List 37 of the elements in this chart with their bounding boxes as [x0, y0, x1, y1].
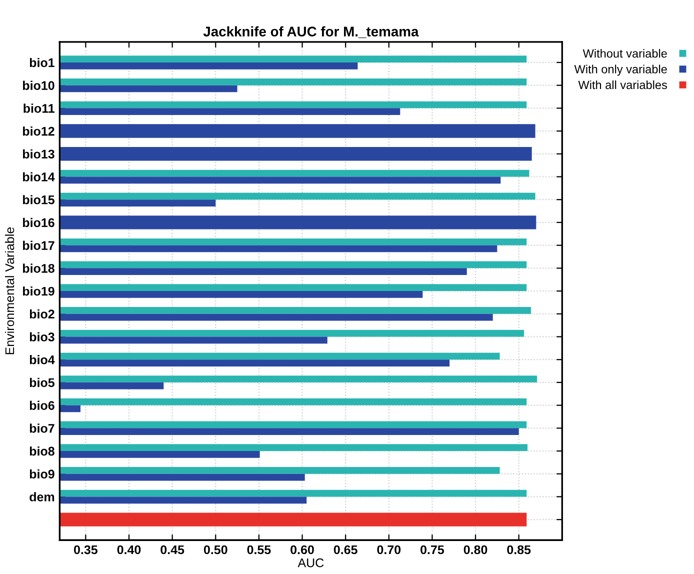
y-tick-label: bio16 [23, 218, 54, 228]
y-tick-label: dem [30, 492, 54, 502]
y-tick-label: bio14 [23, 172, 55, 182]
x-tick-label: 0.75 [420, 545, 444, 554]
y-tick-label: bio15 [23, 195, 54, 204]
x-tick-label: 0.45 [160, 545, 184, 554]
chart-title: Jackknife of AUC for M._temama [203, 26, 419, 38]
y-tick-label: bio6 [30, 400, 54, 410]
x-tick-label: 0.85 [507, 545, 531, 554]
x-tick-label: 0.40 [117, 545, 141, 554]
x-tick-label: 0.50 [204, 545, 228, 554]
x-axis-title: AUC [298, 558, 324, 568]
y-tick-label: bio13 [23, 149, 54, 159]
y-tick-label: bio3 [30, 332, 54, 342]
x-tick-label: 0.70 [377, 545, 401, 554]
x-tick-label: 0.60 [290, 545, 314, 554]
x-tick-label: 0.55 [247, 545, 271, 554]
y-tick-label: bio18 [23, 264, 54, 273]
y-tick-label: bio17 [23, 240, 54, 250]
y-tick-label: bio8 [30, 446, 54, 456]
legend-label: Without variable [582, 48, 667, 58]
x-tick-label: 0.35 [74, 545, 98, 554]
y-tick-label: bio9 [30, 469, 54, 479]
y-axis-title: Environmental Variable [4, 227, 14, 354]
y-tick-label: bio12 [23, 126, 54, 136]
legend-label: With only variable [574, 64, 667, 76]
x-tick-label: 0.65 [334, 545, 358, 554]
y-tick-label: bio19 [23, 286, 54, 296]
y-tick-label: bio10 [23, 80, 54, 90]
y-tick-label: bio1 [30, 58, 54, 68]
legend-label: With all variables [578, 80, 667, 90]
x-tick-label: 0.80 [464, 545, 488, 554]
y-tick-label: bio11 [24, 104, 54, 113]
y-tick-label: bio2 [30, 309, 54, 319]
y-tick-label: bio7 [30, 424, 54, 433]
y-tick-label: bio4 [30, 355, 55, 364]
y-tick-label: bio5 [30, 378, 54, 388]
